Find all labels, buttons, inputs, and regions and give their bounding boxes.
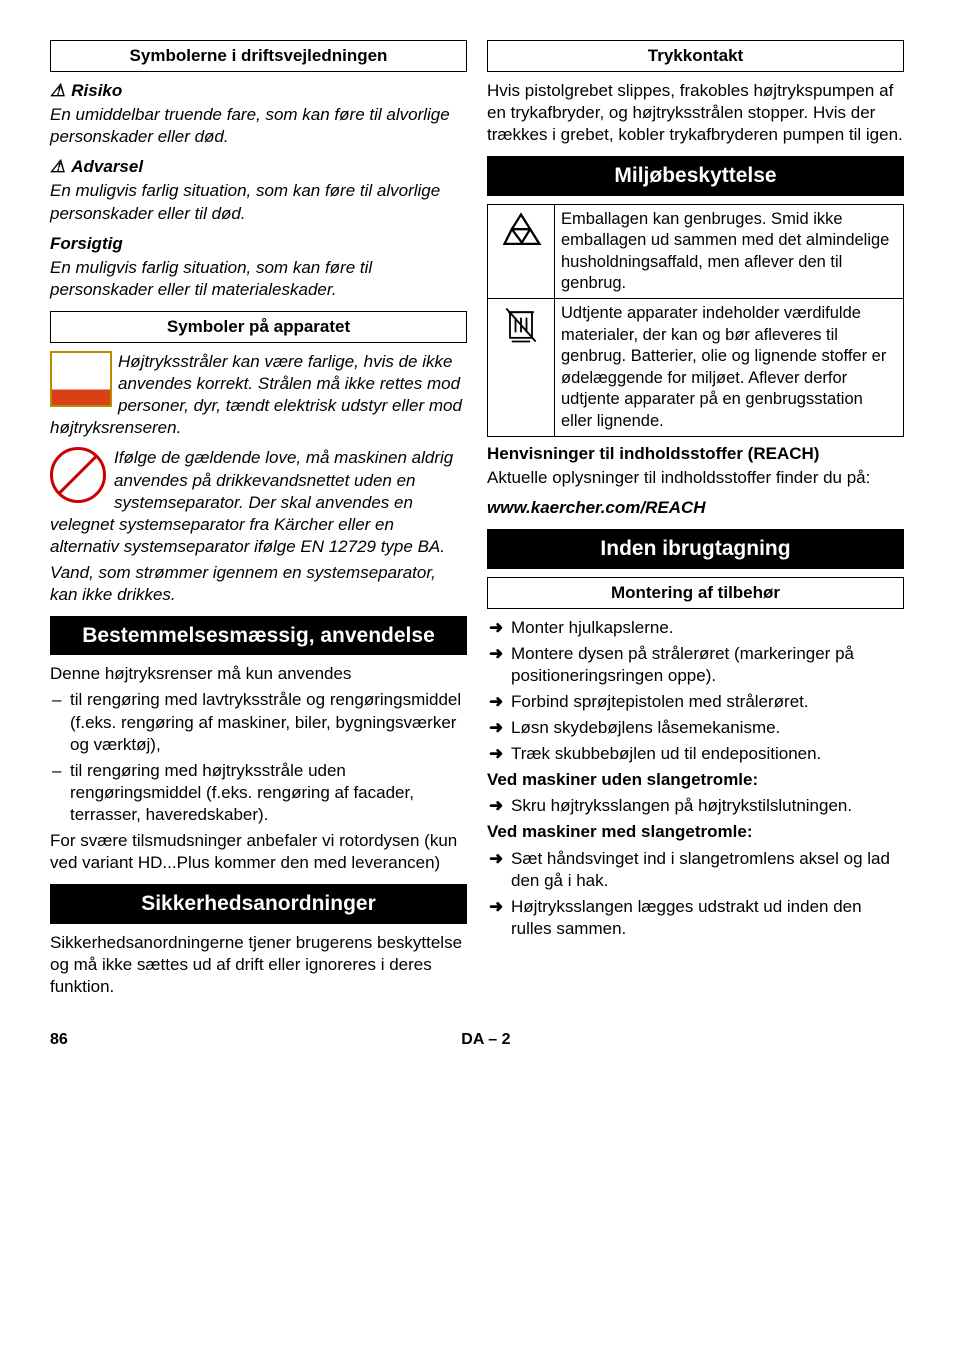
list-item: Sæt håndsvinget ind i slangetromlens aks…: [487, 848, 904, 892]
reel-hdr: Ved maskiner med slangetromle:: [487, 821, 904, 843]
risk-text: En umiddelbar truende fare, som kan føre…: [50, 104, 467, 148]
reel-list: Sæt håndsvinget ind i slangetromlens aks…: [487, 848, 904, 940]
env-table: Emballagen kan genbruges. Smid ikke emba…: [487, 204, 904, 437]
hp-text: Højtryksstråler kan være farlige, hvis d…: [50, 351, 467, 439]
reach-text: Aktuelle oplysninger til indholdsstoffer…: [487, 467, 904, 489]
intended-after: For svære tilsmudsninger anbefaler vi ro…: [50, 830, 467, 874]
table-row: Emballagen kan genbruges. Smid ikke emba…: [488, 204, 904, 299]
list-item: til rengøring med højtryksstråle uden re…: [50, 760, 467, 826]
list-item: Højtryksslangen lægges udstrakt ud inden…: [487, 896, 904, 940]
hdr-intended-use: Bestemmelsesmæssig‚ anvendelse: [50, 616, 467, 655]
hdr-safety: Sikkerhedsanordninger: [50, 884, 467, 923]
env-row2-text: Udtjente apparater indeholder værdifulde…: [555, 299, 904, 437]
list-item: til rengøring med lavtryksstråle og reng…: [50, 689, 467, 755]
table-row: Udtjente apparater indeholder værdifulde…: [488, 299, 904, 437]
safety-text: Sikkerhedsanordningerne tjener brugerens…: [50, 932, 467, 998]
list-item: Monter hjulkapslerne.: [487, 617, 904, 639]
list-item: Løsn skydebøjlens låsemekanisme.: [487, 717, 904, 739]
intended-list: til rengøring med lavtryksstråle og reng…: [50, 689, 467, 826]
pressure-text: Hvis pistolgrebet slippes, frakobles høj…: [487, 80, 904, 146]
law-text2: Vand, som strømmer igennem en systemsepa…: [50, 562, 467, 606]
recycle-icon: [488, 204, 555, 299]
page-footer: 86 DA – 2: [50, 1030, 904, 1051]
reach-url: www.kaercher.com/REACH: [487, 497, 904, 519]
mount-list: Monter hjulkapslerne. Montere dysen på s…: [487, 617, 904, 766]
caution-text: En muligvis farlig situation, som kan fø…: [50, 257, 467, 301]
list-item: Skru højtryksslangen på højtrykstilslutn…: [487, 795, 904, 817]
no-spray-icon: [50, 351, 112, 407]
intended-intro: Denne højtryksrenser må kun anvendes: [50, 663, 467, 685]
risk-label: Risiko: [50, 80, 467, 102]
list-item: Træk skubbebøjlen ud til endepositionen.: [487, 743, 904, 765]
hdr-pressure-switch: Trykkontakt: [487, 40, 904, 72]
list-item: Forbind sprøjtepistolen med strålerøret.: [487, 691, 904, 713]
noreel-list: Skru højtryksslangen på højtrykstilslutn…: [487, 795, 904, 817]
hdr-before-use: Inden ibrugtagning: [487, 529, 904, 568]
warn-text: En muligvis farlig situation, som kan fø…: [50, 180, 467, 224]
caution-label: Forsigtig: [50, 233, 467, 255]
hdr-symbols-manual: Symbolerne i driftsvejledningen: [50, 40, 467, 72]
page-code: DA – 2: [461, 1030, 510, 1051]
env-row1-text: Emballagen kan genbruges. Smid ikke emba…: [555, 204, 904, 299]
warn-label: Advarsel: [50, 156, 467, 178]
reach-hdr: Henvisninger til indholdsstoffer (REACH): [487, 443, 904, 465]
list-item: Montere dysen på strålerøret (markeringe…: [487, 643, 904, 687]
page-number: 86: [50, 1030, 68, 1051]
hdr-mount-accessories: Montering af tilbehør: [487, 577, 904, 609]
noreel-hdr: Ved maskiner uden slangetromle:: [487, 769, 904, 791]
weee-bin-icon: [488, 299, 555, 437]
no-drinking-water-icon: [50, 447, 106, 503]
hdr-environment: Miljøbeskyttelse: [487, 156, 904, 195]
law-text: Ifølge de gældende love, må maskinen ald…: [50, 447, 467, 557]
hdr-symbols-device: Symboler på apparatet: [50, 311, 467, 343]
